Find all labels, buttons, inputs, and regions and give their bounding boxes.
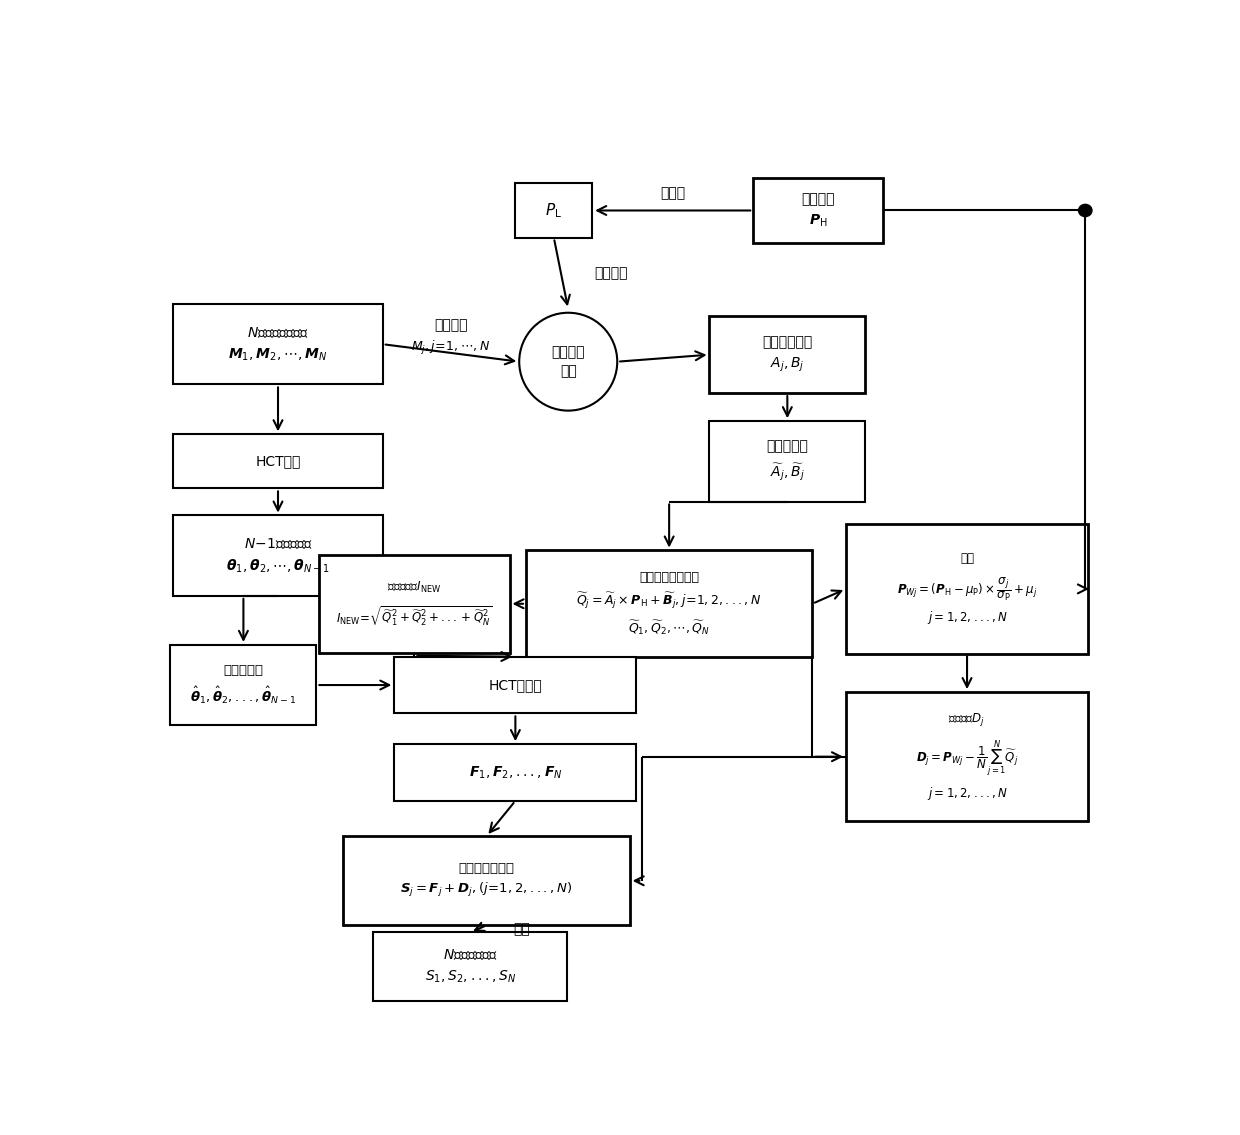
Text: $N$波段融合图像
$S_1, S_2, ..., S_N$: $N$波段融合图像 $S_1, S_2, ..., S_N$ (424, 948, 516, 985)
Text: 重采样多光谱图像
$\widetilde{Q}_j = \widetilde{A}_j \times \boldsymbol{P}_{\mathrm{H}} +: 重采样多光谱图像 $\widetilde{Q}_j = \widetilde{A… (577, 571, 761, 637)
FancyBboxPatch shape (526, 550, 812, 657)
FancyBboxPatch shape (846, 692, 1089, 822)
Text: 空间细节$D_j$
$\boldsymbol{D}_j = \boldsymbol{P}_{Wj} - \dfrac{1}{N}\sum_{j=1}^{N}\w: 空间细节$D_j$ $\boldsymbol{D}_j = \boldsymbo… (916, 711, 1018, 802)
FancyBboxPatch shape (174, 304, 383, 385)
Text: 指导图像: 指导图像 (594, 267, 627, 280)
Text: 输出: 输出 (513, 922, 531, 936)
FancyBboxPatch shape (709, 421, 866, 502)
Text: 下采样: 下采样 (660, 186, 686, 200)
FancyBboxPatch shape (753, 178, 883, 243)
Text: 全色图像
$\boldsymbol{P}_{\mathrm{H}}$: 全色图像 $\boldsymbol{P}_{\mathrm{H}}$ (801, 192, 835, 228)
Text: 窗口系数矩阵
$A_j, B_j$: 窗口系数矩阵 $A_j, B_j$ (763, 336, 812, 373)
Text: 空间细节再注入
$\boldsymbol{S}_j = \boldsymbol{F}_j + \boldsymbol{D}_j,(j\!=\!1,2,...,N: 空间细节再注入 $\boldsymbol{S}_j = \boldsymbol{… (401, 863, 573, 899)
Text: HCT反变换: HCT反变换 (489, 678, 542, 692)
FancyBboxPatch shape (170, 645, 316, 725)
FancyBboxPatch shape (709, 317, 866, 393)
FancyBboxPatch shape (174, 515, 383, 596)
Circle shape (1079, 204, 1092, 217)
Text: 匹配
$\boldsymbol{P}_{Wj}=(\boldsymbol{P}_{\mathrm{H}}-\mu_{\mathrm{P}})\times\dfr: 匹配 $\boldsymbol{P}_{Wj}=(\boldsymbol{P}_… (897, 553, 1037, 625)
Text: 输入图像: 输入图像 (434, 318, 467, 331)
FancyBboxPatch shape (846, 524, 1089, 654)
FancyBboxPatch shape (174, 435, 383, 488)
FancyBboxPatch shape (343, 836, 630, 925)
FancyBboxPatch shape (320, 555, 510, 653)
Ellipse shape (520, 313, 618, 411)
Text: $N\!-\!1$个角度分量
$\boldsymbol{\theta}_1, \boldsymbol{\theta}_2,\cdots, \boldsymbol: $N\!-\!1$个角度分量 $\boldsymbol{\theta}_1, \… (226, 537, 330, 575)
Text: 上采样放大
$\widetilde{A}_j, \widetilde{B}_j$: 上采样放大 $\widetilde{A}_j, \widetilde{B}_j$ (766, 439, 808, 482)
Text: 上采样放大
$\hat{\boldsymbol{\theta}}_1,\hat{\boldsymbol{\theta}}_2,...,\hat{\boldsym: 上采样放大 $\hat{\boldsymbol{\theta}}_1,\hat{… (190, 664, 296, 706)
FancyBboxPatch shape (394, 745, 636, 801)
Text: $M_j, j\!=\!1, \cdots, N$: $M_j, j\!=\!1, \cdots, N$ (412, 339, 491, 356)
Text: $N$波段多光谱图像
$\boldsymbol{M}_1, \boldsymbol{M}_2, \cdots, \boldsymbol{M}_N$: $N$波段多光谱图像 $\boldsymbol{M}_1, \boldsymbo… (228, 326, 327, 363)
FancyBboxPatch shape (373, 932, 567, 1001)
FancyBboxPatch shape (394, 657, 636, 714)
Text: $P_{\mathrm{L}}$: $P_{\mathrm{L}}$ (546, 201, 562, 220)
Text: 新强度分量$I_{\mathrm{NEW}}$
$I_{\mathrm{NEW}}\!=\!\sqrt{\widetilde{Q}_1^2+\widetilde: 新强度分量$I_{\mathrm{NEW}}$ $I_{\mathrm{NEW}… (336, 580, 492, 628)
FancyBboxPatch shape (516, 184, 593, 237)
Text: 高斯导向
滤波: 高斯导向 滤波 (552, 345, 585, 378)
Text: HCT变换: HCT变换 (255, 454, 300, 469)
Text: $\boldsymbol{F}_1, \boldsymbol{F}_2, ..., \boldsymbol{F}_N$: $\boldsymbol{F}_1, \boldsymbol{F}_2, ...… (469, 764, 562, 781)
